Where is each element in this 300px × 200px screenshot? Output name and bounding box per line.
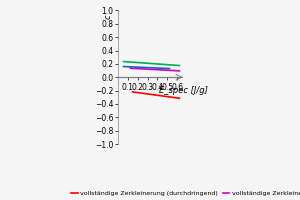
vollständige Zerkleinerung (durchdringend) [178,97,181,99]
vollständige Zerkleinerung (zurückspringend) [129,67,132,69]
vollständige Zerkleinerung (zurückspringend) [178,70,181,72]
Line: vollständige Zerkleinerung (durchdringend): vollständige Zerkleinerung (durchdringen… [133,92,179,98]
Legend: keine Zerkleinerung, oberflächige Zerkleinerung, Abplatzungen, vollständige Zerk: keine Zerkleinerung, oberflächige Zerkle… [0,190,300,200]
oberflächige Zerkleinerung, Abplatzungen [122,65,125,68]
Y-axis label: c: c [103,15,112,19]
Line: oberflächige Zerkleinerung, Abplatzungen: oberflächige Zerkleinerung, Abplatzungen [124,67,170,69]
vollständige Zerkleinerung (durchdringend) [131,91,134,93]
Line: vollständige Zerkleinerung (zurückspringend): vollständige Zerkleinerung (zurückspring… [130,68,179,71]
X-axis label: E_spec [J/g]: E_spec [J/g] [159,86,208,95]
oberflächige Zerkleinerung, Abplatzungen [168,67,171,70]
